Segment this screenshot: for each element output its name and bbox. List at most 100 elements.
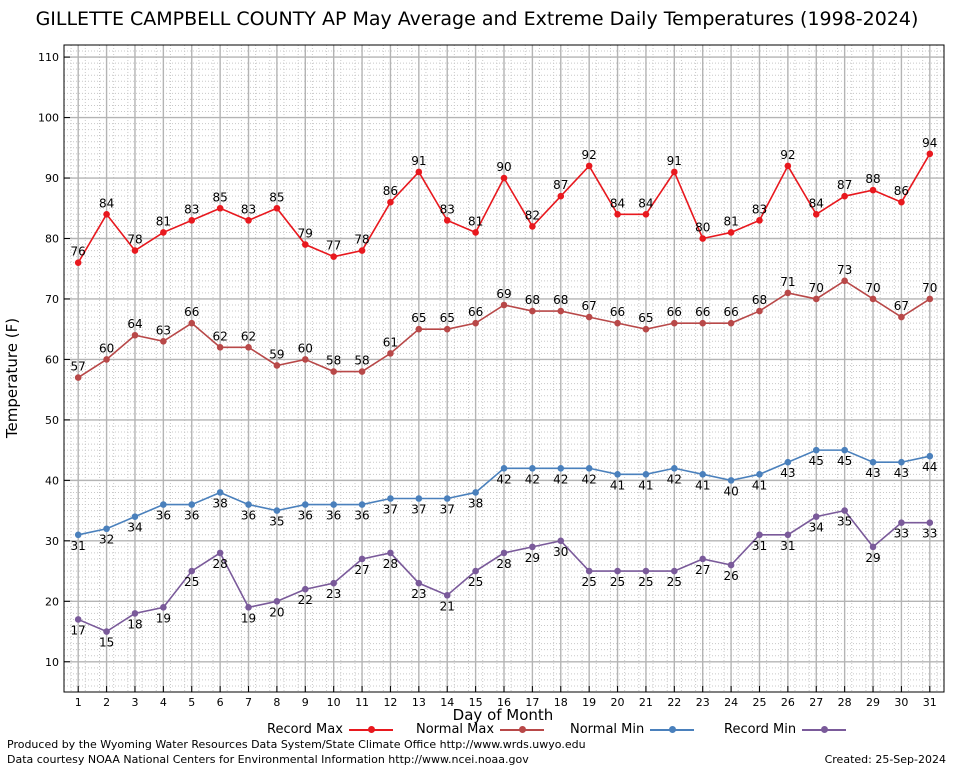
data-point-normal-min (472, 489, 479, 496)
data-label-normal-max: 60 (298, 341, 313, 355)
data-label-record-min: 33 (922, 527, 937, 541)
data-label-record-min: 15 (99, 636, 114, 650)
data-label-normal-min: 43 (865, 466, 880, 480)
data-label-normal-max: 67 (582, 299, 597, 313)
data-point-record-min (529, 543, 536, 551)
data-label-normal-min: 43 (894, 466, 909, 480)
data-label-record-max: 78 (354, 233, 369, 247)
data-label-record-min: 27 (695, 563, 710, 577)
legend-swatch-record-max (348, 723, 393, 737)
data-point-record-min (898, 519, 905, 526)
data-label-normal-min: 35 (269, 515, 284, 529)
data-label-record-max: 84 (610, 196, 625, 210)
data-point-record-max (841, 192, 848, 200)
data-point-record-min (472, 567, 479, 575)
y-tick-label: 110 (38, 51, 59, 64)
data-label-record-max: 83 (752, 202, 767, 216)
data-point-normal-max (188, 319, 196, 327)
data-label-record-min: 29 (525, 551, 540, 565)
x-tick-label: 20 (611, 696, 625, 709)
data-point-record-max (330, 253, 337, 260)
data-point-normal-min (131, 513, 139, 520)
x-tick-label: 4 (160, 696, 167, 709)
data-point-record-max (131, 247, 139, 254)
data-point-record-max (160, 229, 167, 236)
series-record-max: 76 84 78 81 83 85 83 85 79 77 78 86 91 83 81 90 82 87 92 84… (71, 136, 937, 266)
data-point-normal-max (926, 295, 934, 303)
data-label-record-max: 91 (667, 154, 682, 168)
data-point-record-min (74, 616, 82, 623)
data-label-normal-max: 59 (269, 347, 284, 361)
data-point-record-max (529, 223, 536, 230)
data-point-normal-max (245, 344, 252, 351)
data-label-record-min: 26 (723, 569, 738, 583)
data-label-record-max: 92 (780, 148, 795, 162)
legend-label-normal-min: Normal Min (570, 722, 645, 737)
y-tick-label: 50 (45, 414, 59, 427)
data-label-record-max: 91 (411, 154, 426, 168)
data-label-record-min: 28 (212, 557, 227, 571)
x-tick-label: 9 (302, 696, 309, 709)
series-layer: 76 84 78 81 83 85 83 85 79 77 78 86 91 83 81 90 82 87 92 84… (71, 136, 938, 650)
data-point-normal-min (216, 489, 224, 496)
data-label-record-max: 84 (809, 196, 824, 210)
data-label-normal-max: 68 (752, 293, 767, 307)
data-point-record-max (699, 235, 707, 242)
data-point-record-max (273, 204, 281, 212)
data-point-normal-max (614, 319, 621, 327)
data-label-record-min: 25 (582, 575, 597, 589)
data-label-normal-min: 36 (184, 509, 199, 523)
x-tick-label: 22 (667, 696, 681, 709)
data-label-record-min: 19 (156, 611, 171, 625)
data-point-normal-max (642, 325, 650, 333)
data-label-normal-min: 38 (212, 496, 227, 510)
x-tick-label: 17 (525, 696, 539, 709)
data-point-record-min (216, 549, 224, 557)
series-record-min: 17 15 18 19 25 28 19 20 22 23 27 28 23 21 25 28 29 30 25 25… (71, 507, 937, 650)
data-label-normal-max: 64 (127, 317, 142, 331)
data-label-record-max: 90 (496, 160, 511, 174)
data-label-normal-max: 70 (922, 281, 937, 295)
data-point-normal-max (585, 313, 593, 321)
data-label-normal-max: 58 (354, 354, 369, 368)
data-label-record-max: 88 (865, 172, 880, 186)
footer-created-date: Created: 25-Sep-2024 (824, 753, 946, 766)
data-point-normal-max (898, 313, 905, 321)
legend-swatch-normal-max (500, 723, 545, 737)
data-point-record-min (387, 549, 394, 557)
data-label-record-max: 80 (695, 220, 710, 234)
x-tick-label: 18 (554, 696, 568, 709)
data-label-record-min: 30 (553, 545, 568, 559)
data-label-normal-max: 66 (184, 305, 199, 319)
data-point-normal-min (557, 464, 565, 472)
data-label-normal-min: 36 (354, 509, 369, 523)
data-point-record-min (699, 555, 707, 563)
data-point-normal-min (699, 471, 707, 478)
data-point-normal-min (74, 531, 82, 539)
data-point-record-min (812, 513, 820, 520)
x-tick-label: 6 (217, 696, 224, 709)
y-tick-label: 20 (45, 595, 59, 608)
data-point-normal-max (74, 374, 82, 381)
data-label-normal-min: 37 (383, 503, 398, 517)
data-label-record-max: 83 (241, 202, 256, 216)
data-label-record-min: 25 (610, 575, 625, 589)
data-point-normal-max (472, 319, 479, 327)
data-label-record-min: 27 (354, 563, 369, 577)
data-label-record-min: 34 (809, 521, 824, 535)
data-point-record-max (869, 186, 877, 194)
x-tick-label: 26 (781, 696, 795, 709)
data-label-normal-max: 66 (468, 305, 483, 319)
data-point-record-max (671, 168, 678, 176)
data-point-record-min (330, 579, 337, 587)
data-label-record-max: 85 (269, 190, 284, 204)
data-label-record-min: 18 (127, 617, 142, 631)
data-label-record-min: 19 (241, 611, 256, 625)
data-point-record-max (585, 162, 593, 170)
data-point-normal-max (273, 362, 281, 369)
data-label-normal-max: 73 (837, 263, 852, 277)
data-point-record-max (500, 174, 508, 182)
data-label-record-min: 20 (269, 605, 284, 619)
data-point-record-min (671, 567, 678, 575)
